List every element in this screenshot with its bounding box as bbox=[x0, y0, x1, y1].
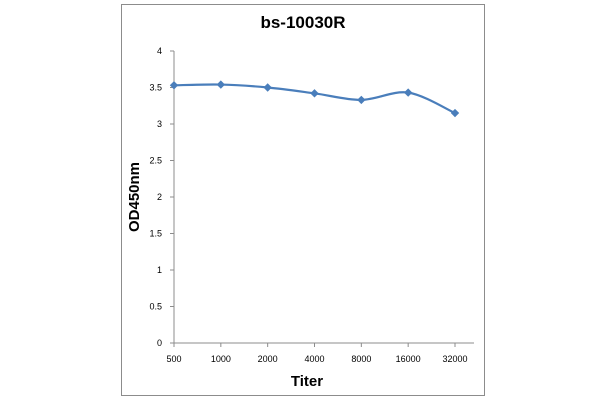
y-tick-label: 0 bbox=[157, 338, 162, 348]
data-point-marker bbox=[263, 83, 272, 92]
chart-title: bs-10030R bbox=[260, 13, 345, 32]
x-tick-label: 1000 bbox=[211, 354, 231, 364]
chart-frame bbox=[121, 4, 485, 396]
x-tick-label: 32000 bbox=[442, 354, 467, 364]
y-tick-label: 1 bbox=[157, 265, 162, 275]
y-tick-label: 3.5 bbox=[149, 83, 162, 93]
series-line bbox=[173, 83, 456, 115]
y-tick-label: 2.5 bbox=[149, 156, 162, 166]
x-axis-ticks: 500 1000 2000 4000 8000 16000 32000 bbox=[166, 343, 468, 364]
data-point-marker bbox=[450, 108, 460, 118]
y-tick-label: 3 bbox=[157, 119, 162, 129]
data-point-marker bbox=[169, 81, 179, 90]
data-markers bbox=[169, 80, 460, 118]
y-tick-label: 2 bbox=[157, 192, 162, 202]
x-tick-label: 8000 bbox=[351, 354, 371, 364]
data-point-marker bbox=[403, 88, 413, 97]
y-tick-label: 0.5 bbox=[149, 302, 162, 312]
data-point-marker bbox=[310, 89, 319, 98]
x-tick-label: 16000 bbox=[396, 354, 421, 364]
x-tick-label: 4000 bbox=[304, 354, 324, 364]
y-tick-label: 4 bbox=[157, 46, 162, 56]
x-axis-title: Titer bbox=[291, 373, 323, 390]
data-point-marker bbox=[216, 80, 226, 89]
x-tick-label: 2000 bbox=[258, 354, 278, 364]
x-tick-label: 500 bbox=[166, 354, 181, 364]
y-axis-ticks: 0 0.5 1 1.5 2 2.5 3 3.5 4 bbox=[149, 46, 174, 348]
data-point-marker bbox=[357, 95, 366, 105]
y-tick-label: 1.5 bbox=[149, 229, 162, 239]
y-axis-title: OD450nm bbox=[126, 162, 143, 232]
